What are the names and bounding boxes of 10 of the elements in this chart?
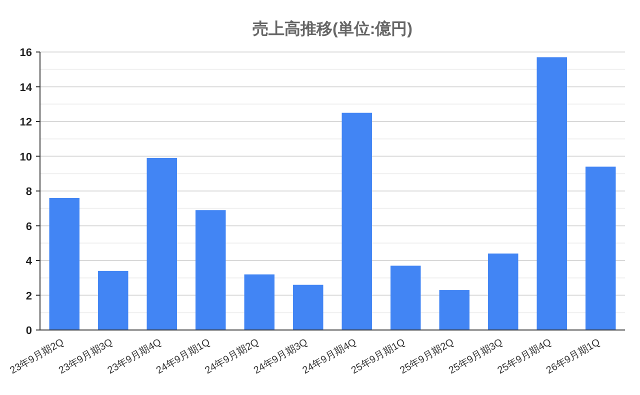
- y-tick-label: 2: [26, 290, 32, 302]
- y-tick-label: 6: [26, 220, 32, 233]
- y-tick-label: 12: [20, 116, 32, 128]
- chart-title: 売上高推移(単位:億円): [252, 19, 412, 38]
- y-tick-label: 0: [26, 325, 32, 337]
- y-tick-label: 10: [20, 151, 32, 164]
- y-tick-label: 16: [20, 47, 32, 59]
- y-tick-label: 14: [20, 82, 33, 94]
- y-tick-label: 4: [26, 256, 33, 268]
- y-tick-label: 8: [26, 186, 32, 198]
